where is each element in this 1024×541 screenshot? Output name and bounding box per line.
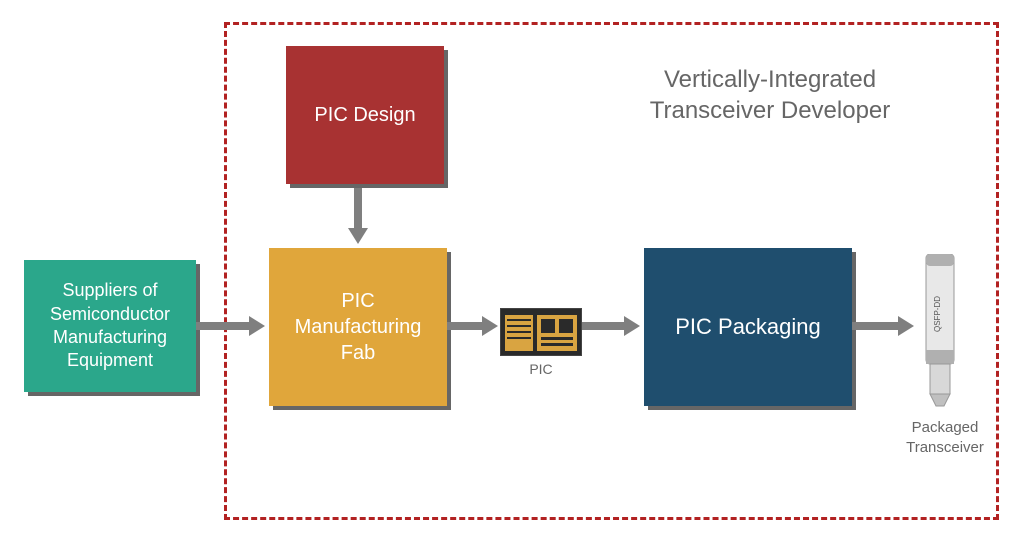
transceiver-icon: QSFP-DD (920, 254, 960, 410)
svg-text:QSFP-DD: QSFP-DD (933, 296, 942, 332)
pic-packaging-label: PIC Packaging (675, 313, 821, 342)
arrow-suppliers-to-fab-head (249, 316, 265, 336)
arrow-packaging-to-transceiver-head (898, 316, 914, 336)
pic-label-text: PIC (529, 361, 552, 377)
arrow-design-to-fab (354, 188, 362, 230)
arrow-pic-to-packaging-head (624, 316, 640, 336)
arrow-fab-to-pic-head (482, 316, 498, 336)
title-line1: Vertically-IntegratedTransceiver Develop… (650, 66, 891, 124)
suppliers-box: Suppliers of Semiconductor Manufacturing… (24, 260, 196, 392)
transceiver-label: Packaged Transceiver (885, 418, 1005, 457)
arrow-design-to-fab-head (348, 228, 368, 244)
container-title: Vertically-IntegratedTransceiver Develop… (590, 64, 950, 126)
pic-packaging-box: PIC Packaging (644, 248, 852, 406)
arrow-pic-to-packaging (582, 322, 626, 330)
arrow-suppliers-to-fab (196, 322, 251, 330)
arrow-fab-to-pic (447, 322, 484, 330)
arrow-packaging-to-transceiver (852, 322, 900, 330)
pic-design-box: PIC Design (286, 46, 444, 184)
pic-chip-icon (500, 308, 582, 356)
pic-fab-box: PIC Manufacturing Fab (269, 248, 447, 406)
pic-chip-label: PIC (500, 360, 582, 378)
pic-design-label: PIC Design (314, 102, 415, 128)
transceiver-label-text: Packaged Transceiver (906, 419, 984, 456)
suppliers-label: Suppliers of Semiconductor Manufacturing… (32, 279, 188, 373)
pic-fab-label: PIC Manufacturing Fab (277, 288, 439, 366)
